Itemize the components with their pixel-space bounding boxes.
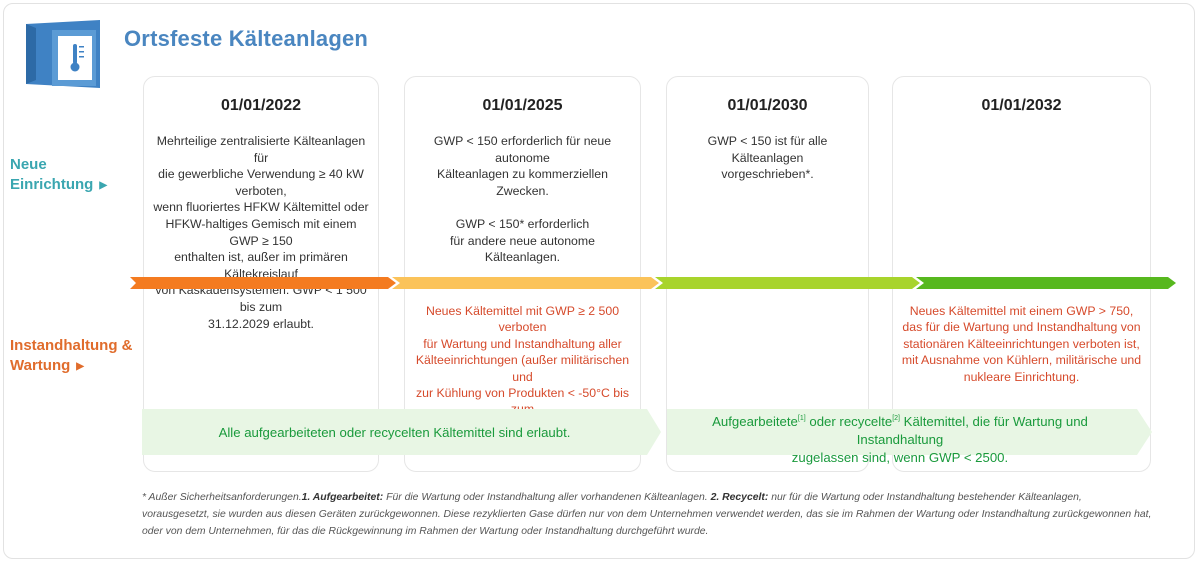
timeline-column-2032: 01/01/2032 Neues Kältemittel mit einem G… bbox=[892, 76, 1151, 472]
row-label-text: Instandhaltung & Wartung bbox=[10, 337, 133, 374]
row-label-new-installation: Neue Einrichtung ▶ bbox=[10, 155, 107, 196]
maintenance-rule: Neues Kältemittel mit einem GWP > 750, d… bbox=[901, 304, 1142, 384]
new-installation-rule: GWP < 150 erforderlich für neue autonome… bbox=[433, 134, 612, 265]
recycled-allowed-band: Alle aufgearbeiteten oder recycelten Käl… bbox=[142, 409, 647, 455]
band-text: Alle aufgearbeiteten oder recycelten Käl… bbox=[218, 425, 571, 440]
footnote-term: 2. Recycelt: bbox=[710, 492, 769, 503]
band-text-part: oder recycelte bbox=[805, 414, 893, 429]
column-date: 01/01/2032 bbox=[981, 97, 1062, 114]
timeline-arrow bbox=[130, 277, 1176, 289]
row-label-maintenance: Instandhaltung & Wartung ▶ bbox=[10, 336, 133, 377]
band-text: Aufgearbeitete[1] oder recycelte[2] Kält… bbox=[677, 413, 1123, 467]
timeline-column-2022: 01/01/2022 Mehrteilige zentralisierte Kä… bbox=[143, 76, 379, 472]
column-date: 01/01/2022 bbox=[220, 97, 302, 114]
footnote-intro: * Außer Sicherheitsanforderungen. bbox=[142, 492, 302, 503]
maintenance-rule: Neues Kältemittel mit GWP ≥ 2 500 verbot… bbox=[415, 304, 630, 433]
new-installation-rule: GWP < 150 ist für alle Kälteanlagen vorg… bbox=[707, 134, 828, 182]
band-shape bbox=[142, 409, 661, 455]
column-date: 01/01/2025 bbox=[482, 97, 563, 114]
new-installation-rule: Mehrteilige zentralisierte Kälteanlagen … bbox=[153, 134, 369, 331]
recycled-limited-band: Aufgearbeitete[1] oder recycelte[2] Kält… bbox=[667, 409, 1153, 465]
footnote-marker: [1] bbox=[797, 415, 806, 422]
timeline-segment-2 bbox=[392, 277, 659, 289]
timeline-column-2025: 01/01/2025 GWP < 150 erforderlich für ne… bbox=[404, 76, 641, 472]
band-text-part: Aufgearbeitete bbox=[712, 414, 798, 429]
band-text-part: zugelassen sind, wenn GWP < 2500. bbox=[791, 450, 1009, 465]
row-label-text: Neue Einrichtung bbox=[10, 156, 94, 193]
timeline-segment-4 bbox=[916, 277, 1176, 289]
band-shape bbox=[667, 409, 1152, 455]
footnote: * Außer Sicherheitsanforderungen.1. Aufg… bbox=[142, 489, 1152, 540]
timeline-segment-3 bbox=[655, 277, 920, 289]
footnote-marker: [2] bbox=[892, 415, 900, 422]
page-title: Ortsfeste Kälteanlagen bbox=[124, 26, 369, 51]
footnote-term: 1. Aufgearbeitet: bbox=[301, 492, 384, 503]
caret-right-icon: ▶ bbox=[99, 180, 108, 191]
footnote-text: Für die Wartung oder Instandhaltung alle… bbox=[383, 492, 711, 503]
column-date: 01/01/2030 bbox=[727, 97, 808, 114]
caret-right-icon: ▶ bbox=[76, 361, 84, 372]
band-text-part: Kältemittel, die für Wartung und Instand… bbox=[856, 414, 1088, 447]
timeline-segment-1 bbox=[130, 277, 396, 289]
thermometer-icon bbox=[26, 20, 100, 88]
timeline-column-2030: 01/01/2030 GWP < 150 ist für alle Kältea… bbox=[666, 76, 869, 472]
footnote-text: nur für die Wartung oder Instandhaltung … bbox=[142, 492, 1152, 537]
